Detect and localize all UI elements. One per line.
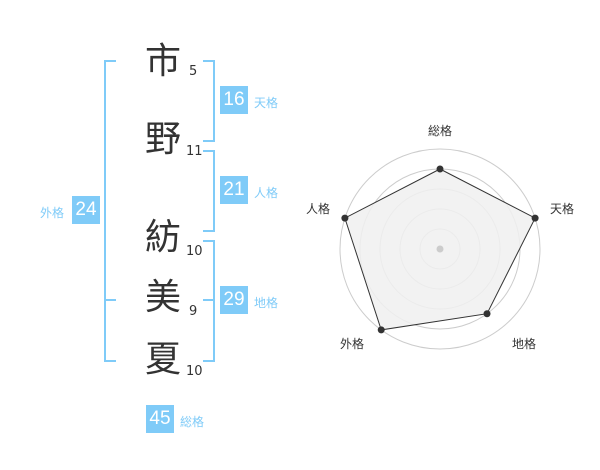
radar-point: [483, 310, 491, 318]
name-char: 美: [144, 277, 181, 318]
radar-point: [531, 214, 539, 222]
stroke-count: 5: [189, 64, 198, 79]
stroke-count: 9: [189, 304, 198, 319]
chikaku-label: 地格: [254, 296, 279, 310]
radar-label: 総格: [427, 124, 452, 138]
stroke-count: 10: [186, 244, 203, 259]
chikaku-value: 29: [220, 286, 248, 314]
jinkaku-label: 人格: [254, 186, 279, 200]
name-char: 夏: [144, 339, 181, 380]
bracket-tick: [203, 299, 213, 301]
bracket-tick: [106, 299, 116, 301]
radar-point: [341, 214, 349, 222]
gaikaku-label: 外格: [40, 206, 65, 220]
name-char: 紡: [144, 217, 181, 258]
gaikaku-bracket: [104, 60, 116, 362]
radar-label: 地格: [511, 337, 536, 351]
name-char: 野: [144, 119, 181, 160]
soukaku-label: 総格: [180, 415, 205, 429]
radar-label: 天格: [549, 202, 574, 216]
name-char: 市: [144, 41, 181, 82]
stroke-count: 10: [186, 364, 203, 379]
radar-ring: [339, 148, 541, 350]
gaikaku-value: 24: [72, 196, 100, 224]
radar-label: 外格: [339, 337, 364, 351]
radar-point: [436, 165, 444, 173]
stroke-count: 11: [186, 144, 203, 159]
tenkaku-bracket: [203, 60, 215, 142]
soukaku-value: 45: [146, 405, 174, 433]
tenkaku-value: 16: [220, 86, 248, 114]
radar-label: 人格: [305, 202, 330, 216]
jinkaku-value: 21: [220, 176, 248, 204]
chikaku-bracket: [203, 240, 215, 362]
jinkaku-bracket: [203, 150, 215, 232]
tenkaku-label: 天格: [254, 96, 279, 110]
radar-point: [377, 326, 385, 334]
radar-center: [436, 245, 444, 253]
